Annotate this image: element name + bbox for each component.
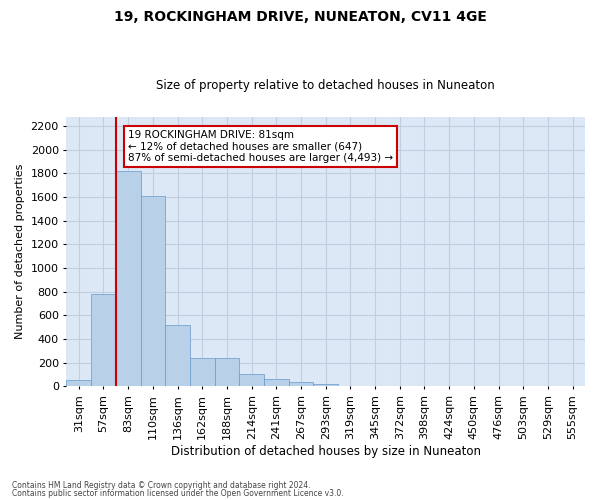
Bar	[140, 196, 165, 386]
Text: Contains HM Land Registry data © Crown copyright and database right 2024.: Contains HM Land Registry data © Crown c…	[12, 480, 311, 490]
Bar	[215, 358, 239, 386]
Bar	[67, 380, 91, 386]
Text: Contains public sector information licensed under the Open Government Licence v3: Contains public sector information licen…	[12, 489, 344, 498]
Bar	[116, 171, 140, 386]
Title: Size of property relative to detached houses in Nuneaton: Size of property relative to detached ho…	[157, 79, 495, 92]
Bar	[239, 374, 264, 386]
X-axis label: Distribution of detached houses by size in Nuneaton: Distribution of detached houses by size …	[171, 444, 481, 458]
Y-axis label: Number of detached properties: Number of detached properties	[15, 164, 25, 339]
Bar	[313, 384, 338, 386]
Bar	[264, 380, 289, 386]
Text: 19, ROCKINGHAM DRIVE, NUNEATON, CV11 4GE: 19, ROCKINGHAM DRIVE, NUNEATON, CV11 4GE	[113, 10, 487, 24]
Bar	[190, 358, 215, 386]
Bar	[91, 294, 116, 386]
Bar	[165, 324, 190, 386]
Text: 19 ROCKINGHAM DRIVE: 81sqm
← 12% of detached houses are smaller (647)
87% of sem: 19 ROCKINGHAM DRIVE: 81sqm ← 12% of deta…	[128, 130, 394, 163]
Bar	[289, 382, 313, 386]
